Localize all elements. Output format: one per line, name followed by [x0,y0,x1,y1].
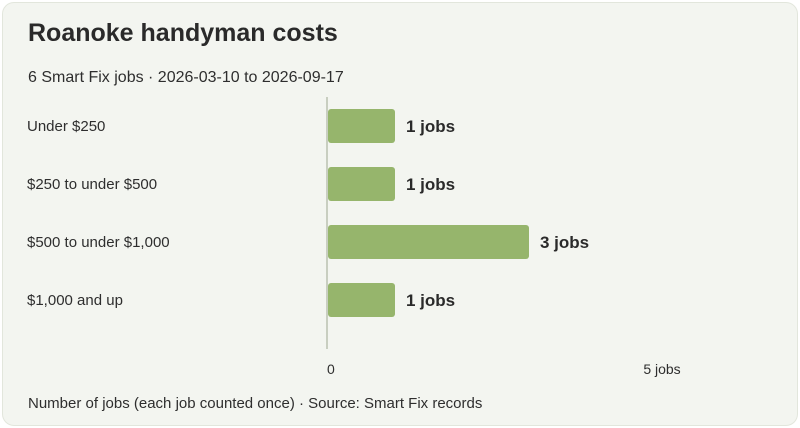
bar [328,167,395,201]
category-label: $500 to under $1,000 [27,234,170,251]
bar-chart: Under $250 1 jobs $250 to under $500 1 jobs… [27,97,681,377]
chart-subtitle: 6 Smart Fix jobs · 2026-03-10 to 2026-09… [28,69,344,86]
chart-title: Roanoke handyman costs [28,19,338,47]
bar-value-label: 3 jobs [540,233,589,252]
bar-value-label: 1 jobs [406,291,455,310]
bar-value-label: 1 jobs [406,175,455,194]
category-label: Under $250 [27,118,105,135]
category-label: $1,000 and up [27,292,123,309]
x-tick-label: 0 [327,361,335,377]
bar [328,225,529,259]
bar [328,109,395,143]
chart-footnote: Number of jobs (each job counted once) ·… [28,395,483,412]
bar [328,283,395,317]
bar-value-label: 1 jobs [406,117,455,136]
x-tick-label: 5 jobs [643,361,680,377]
category-label: $250 to under $500 [27,176,157,193]
